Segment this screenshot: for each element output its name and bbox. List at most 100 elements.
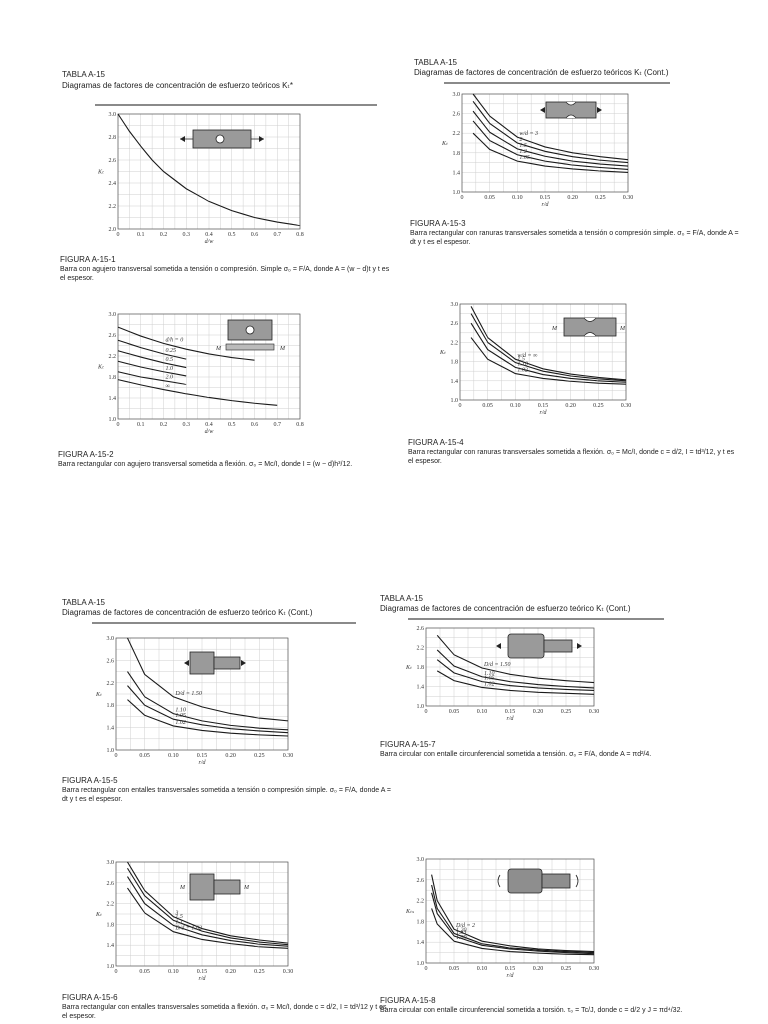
figure-number: FIGURA A-15-3 — [410, 219, 466, 228]
series-curve — [436, 634, 595, 684]
table-label-a: TABLA A-15 — [62, 70, 105, 79]
series-curve — [436, 670, 595, 695]
y-tick-label: 2.6 — [107, 881, 115, 887]
series-curve — [472, 93, 629, 161]
chart-a15-6: 0 0.05 0.10 0.15 0.20 0.25 0.30 1.0 1.4 1.8 2.2 2.6… — [95, 860, 293, 982]
series-curve — [127, 876, 289, 947]
x-tick-label: 0.10 — [168, 969, 179, 975]
title-rule-a — [95, 104, 377, 106]
table-label-d: TABLA A-15 — [380, 594, 423, 603]
y-tick-label: 2.2 — [453, 131, 461, 137]
y-tick-label: 3.0 — [453, 92, 461, 98]
figure-description: Barra con agujero transversal sometida a… — [60, 266, 390, 282]
plot-frame — [117, 113, 301, 230]
curve-label: D/d = 1.50 — [483, 662, 511, 668]
y-tick-label: 3.0 — [109, 112, 117, 118]
y-tick-label: 2.6 — [453, 112, 461, 118]
x-tick-label: 0.25 — [254, 753, 264, 759]
x-axis-label: d/w — [205, 239, 214, 245]
x-tick-label: 0.1 — [137, 422, 145, 428]
plot-area: 0 0.05 0.10 0.15 0.20 0.25 0.30 1.0 1.4 1.8 2.2 2.6… — [95, 636, 293, 766]
y-tick-label: 2.2 — [417, 646, 425, 652]
plot-area: 0 0.05 0.10 0.15 0.20 0.25 0.30 1.0 1.4 1.8 2.2 2.6… — [95, 860, 293, 982]
curve-label: 1.1 — [175, 919, 183, 925]
svg-text:M: M — [179, 885, 186, 891]
series-curve — [127, 671, 289, 731]
y-tick-label: 2.2 — [417, 899, 425, 905]
table-label-c: TABLA A-15 — [62, 598, 105, 607]
x-tick-label: 0 — [425, 966, 428, 972]
plot-frame — [459, 303, 627, 401]
series-curve — [117, 360, 187, 377]
x-tick-label: 0.8 — [296, 232, 304, 238]
y-tick-label: 1.8 — [451, 360, 459, 366]
x-tick-label: 0 — [459, 403, 462, 409]
svg-text:M: M — [279, 346, 286, 352]
curve-label: 1.5 — [175, 914, 183, 920]
caption-a15-7: FIGURA A-15-7 Barra circular con entalle… — [380, 740, 710, 759]
curve-label: 1.5 — [519, 143, 527, 149]
x-axis-label: r/d — [506, 716, 514, 722]
plot-frame — [115, 861, 289, 967]
y-tick-label: 3.0 — [107, 636, 115, 642]
series-curve — [117, 350, 187, 369]
series-curve — [117, 379, 278, 406]
x-tick-label: 0.10 — [477, 709, 488, 715]
series-curve — [470, 306, 627, 381]
curve-label: 2 — [519, 137, 522, 143]
curve-label: 1.05 — [484, 676, 495, 682]
plot-frame — [425, 858, 595, 964]
x-tick-label: 0.15 — [540, 195, 551, 201]
y-tick-label: 1.4 — [107, 726, 115, 732]
x-tick-label: 0.6 — [251, 232, 259, 238]
figure-number: FIGURA A-15-2 — [58, 450, 114, 459]
y-tick-label: 3.0 — [451, 302, 459, 308]
x-tick-label: 0.05 — [449, 966, 460, 972]
y-tick-label: 3.0 — [107, 860, 115, 866]
y-tick-label: 2.4 — [109, 181, 117, 187]
y-tick-label: 1.8 — [453, 151, 461, 157]
specimen-diagram-7 — [496, 633, 582, 659]
title-rule-c — [92, 622, 356, 624]
y-tick-label: 1.0 — [107, 748, 115, 754]
x-axis-label: r/d — [198, 760, 206, 766]
figure-number: FIGURA A-15-8 — [380, 996, 436, 1005]
curve-label: 1.10 — [175, 708, 186, 714]
x-tick-label: 0 — [117, 232, 120, 238]
plot-frame — [115, 637, 289, 751]
plot-frame — [461, 93, 629, 193]
curve-label: 1.33 — [456, 930, 467, 936]
curve-label: 1.02 — [484, 681, 495, 687]
series-curve — [472, 110, 629, 167]
y-tick-label: 1.8 — [107, 922, 115, 928]
figure-description: Barra rectangular con ranuras transversa… — [410, 230, 739, 246]
x-tick-label: 0.15 — [538, 403, 549, 409]
y-tick-label: 2.2 — [109, 354, 117, 360]
series-curve — [431, 884, 595, 954]
figure-number: FIGURA A-15-6 — [62, 993, 118, 1002]
caption-a15-4: FIGURA A-15-4 Barra rectangular con ranu… — [408, 438, 738, 466]
curve-label: ∞ — [166, 384, 171, 390]
series-curve — [127, 685, 289, 734]
x-axis-label: r/d — [198, 976, 206, 982]
title-rule-d — [408, 618, 664, 620]
x-tick-label: 0.10 — [510, 403, 520, 409]
y-axis-label: Kₜ — [97, 170, 104, 176]
y-axis-label: Kₜ — [95, 692, 102, 698]
curve-label: 1.02 — [175, 720, 186, 726]
y-axis-label: Kₜ — [95, 912, 102, 918]
x-tick-label: 0.20 — [225, 969, 236, 975]
x-axis-label: r/d — [506, 973, 514, 979]
x-tick-label: 0.2 — [160, 232, 168, 238]
plot-frame — [425, 627, 595, 707]
caption-a15-6: FIGURA A-15-6 Barra rectangular con enta… — [62, 993, 392, 1021]
y-tick-label: 2.6 — [417, 878, 425, 884]
x-tick-label: 0.1 — [137, 232, 145, 238]
x-tick-label: 0.05 — [139, 753, 150, 759]
specimen-diagram-3 — [540, 101, 602, 119]
series-curve — [470, 313, 627, 382]
curve-label: 1.02 — [517, 368, 528, 374]
specimen-diagram-1 — [180, 129, 264, 149]
x-tick-label: 0.25 — [593, 403, 604, 409]
svg-text:M: M — [551, 326, 558, 332]
